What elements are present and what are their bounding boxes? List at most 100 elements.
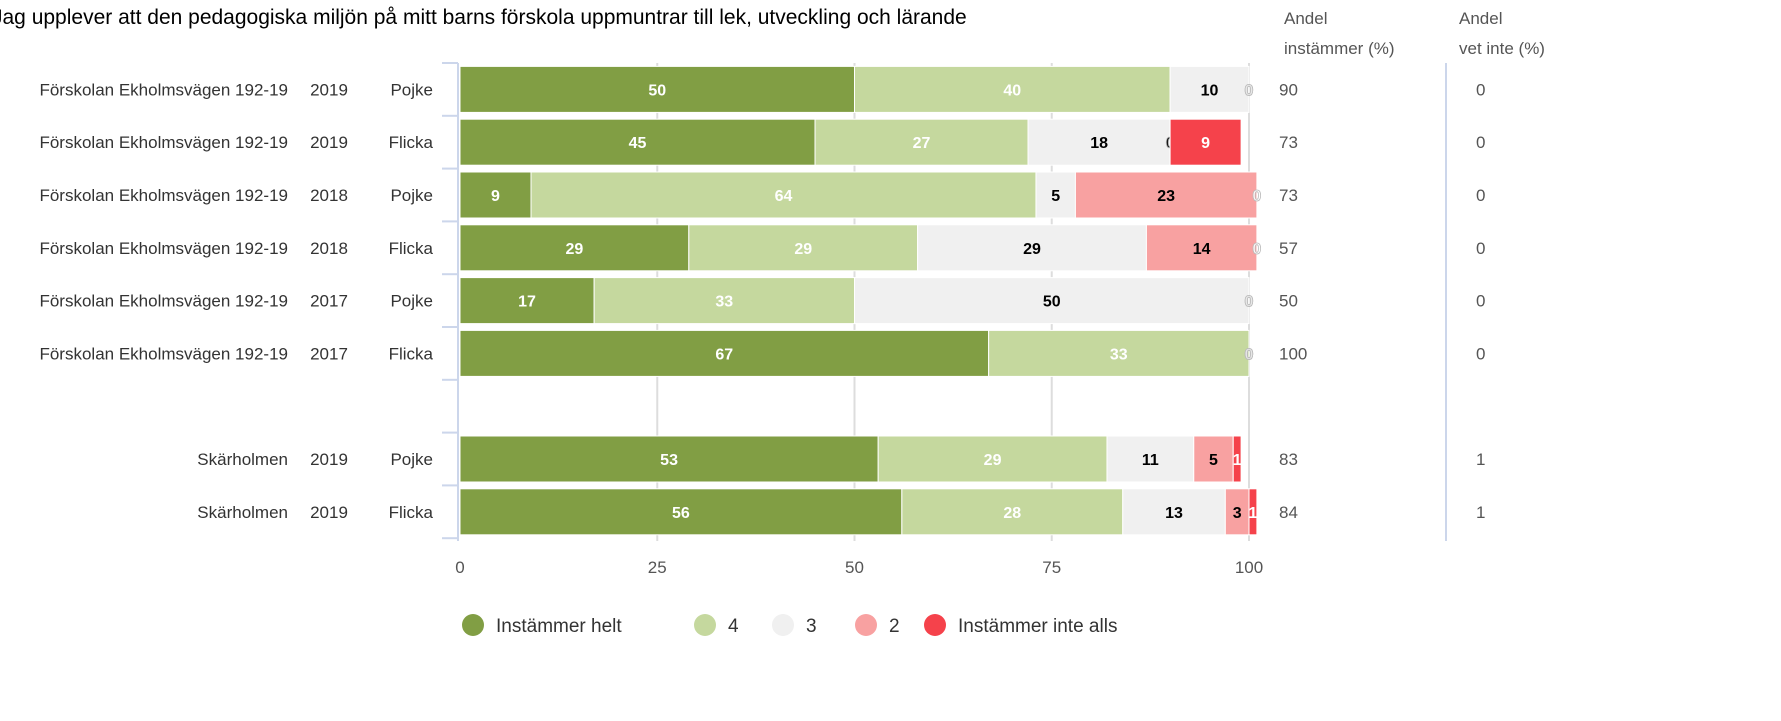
bar-segment xyxy=(459,65,855,113)
x-tick-label: 100 xyxy=(1235,558,1263,577)
data-label: 64 xyxy=(775,188,793,205)
data-label: 40 xyxy=(1003,82,1021,99)
x-tick-label: 75 xyxy=(1042,558,1061,577)
data-label: 50 xyxy=(1043,294,1061,311)
bar-segment xyxy=(877,435,1108,483)
bar-segment xyxy=(854,65,1171,113)
bar-segment xyxy=(1035,171,1076,219)
x-tick-label: 50 xyxy=(845,558,864,577)
data-label: 5 xyxy=(1209,452,1218,469)
data-label: 29 xyxy=(566,241,584,258)
data-label: 29 xyxy=(984,452,1002,469)
row-unit-label: Förskolan Ekholmsvägen 192-19 xyxy=(39,80,288,99)
data-label: 13 xyxy=(1165,505,1183,522)
chart-title: Jag upplever att den pedagogiska miljön … xyxy=(0,6,967,29)
agree-value: 83 xyxy=(1279,450,1298,469)
data-label: 45 xyxy=(629,135,647,152)
legend-label: 3 xyxy=(806,616,817,637)
agree-value: 100 xyxy=(1279,344,1307,363)
bar-segment xyxy=(530,171,1037,219)
agree-value: 73 xyxy=(1279,186,1298,205)
data-label: 29 xyxy=(794,241,812,258)
agree-column-header: Andel xyxy=(1284,9,1327,28)
data-label: 56 xyxy=(672,505,690,522)
bar-segment xyxy=(1122,488,1226,536)
row-unit-label: Förskolan Ekholmsvägen 192-19 xyxy=(39,292,288,311)
bar-segment xyxy=(1074,171,1258,219)
bar-segment xyxy=(459,329,990,377)
dont-know-value: 0 xyxy=(1476,133,1485,152)
agree-value: 50 xyxy=(1279,292,1298,311)
legend-marker xyxy=(462,614,484,636)
data-label: 53 xyxy=(660,452,678,469)
agree-value: 57 xyxy=(1279,239,1298,258)
row-year-label: 2019 xyxy=(310,450,348,469)
legend-marker xyxy=(924,614,946,636)
legend-label: Instämmer inte alls xyxy=(958,616,1117,637)
row-unit-label: Förskolan Ekholmsvägen 192-19 xyxy=(39,239,288,258)
bar-segment xyxy=(459,171,532,219)
data-label: 1 xyxy=(1248,505,1257,522)
bar-segment xyxy=(459,118,816,166)
row-gender-label: Flicka xyxy=(389,133,434,152)
data-label: 0 xyxy=(1245,346,1254,363)
row-year-label: 2017 xyxy=(310,292,348,311)
data-label: 28 xyxy=(1003,505,1021,522)
bar-segment xyxy=(1027,118,1171,166)
legend-label: Instämmer helt xyxy=(496,616,622,637)
data-label: 67 xyxy=(715,346,733,363)
dont-know-value: 0 xyxy=(1476,239,1485,258)
row-unit-label: Förskolan Ekholmsvägen 192-19 xyxy=(39,186,288,205)
row-unit-label: Förskolan Ekholmsvägen 192-19 xyxy=(39,133,288,152)
bar-segment xyxy=(854,277,1250,325)
x-tick-label: 0 xyxy=(455,558,464,577)
dont-know-value: 1 xyxy=(1476,503,1485,522)
data-label: 27 xyxy=(913,135,931,152)
bar-segment xyxy=(688,224,919,272)
legend-marker xyxy=(772,614,794,636)
data-label: 0 xyxy=(1245,82,1254,99)
data-label: 0 xyxy=(1252,241,1261,258)
row-gender-label: Flicka xyxy=(389,344,434,363)
data-label: 0 xyxy=(1245,346,1254,363)
bar-segment xyxy=(593,277,855,325)
legend-marker xyxy=(855,614,877,636)
row-year-label: 2019 xyxy=(310,503,348,522)
x-tick-label: 25 xyxy=(648,558,667,577)
data-label: 17 xyxy=(518,294,536,311)
data-label: 18 xyxy=(1090,135,1108,152)
row-unit-label: Skärholmen xyxy=(197,503,288,522)
row-unit-label: Förskolan Ekholmsvägen 192-19 xyxy=(39,344,288,363)
dont-know-value: 0 xyxy=(1476,186,1485,205)
data-label: 10 xyxy=(1201,82,1219,99)
data-label: 0 xyxy=(1245,346,1254,363)
bar-segment xyxy=(917,224,1147,272)
row-year-label: 2018 xyxy=(310,186,348,205)
bar-segment xyxy=(1248,488,1258,536)
data-label: 0 xyxy=(1252,188,1261,205)
row-gender-label: Flicka xyxy=(389,239,434,258)
data-label: 0 xyxy=(1245,294,1254,311)
dont-know-column-header: vet inte (%) xyxy=(1459,39,1545,58)
data-label: 1 xyxy=(1233,452,1242,469)
agree-value: 90 xyxy=(1279,80,1298,99)
row-gender-label: Pojke xyxy=(390,80,433,99)
dont-know-value: 1 xyxy=(1476,450,1485,469)
row-gender-label: Pojke xyxy=(390,450,433,469)
data-label: 29 xyxy=(1023,241,1041,258)
data-label: 33 xyxy=(1110,346,1128,363)
row-year-label: 2017 xyxy=(310,344,348,363)
legend-label: 2 xyxy=(889,616,900,637)
data-label: 11 xyxy=(1142,452,1159,469)
bar-segment xyxy=(901,488,1124,536)
row-year-label: 2019 xyxy=(310,133,348,152)
bar-segment xyxy=(1106,435,1195,483)
legend-marker xyxy=(694,614,716,636)
data-label: 33 xyxy=(715,294,733,311)
data-label: 23 xyxy=(1157,188,1175,205)
dont-know-value: 0 xyxy=(1476,80,1485,99)
row-gender-label: Pojke xyxy=(390,292,433,311)
bar-segment xyxy=(988,329,1250,377)
data-label: 0 xyxy=(1245,294,1254,311)
